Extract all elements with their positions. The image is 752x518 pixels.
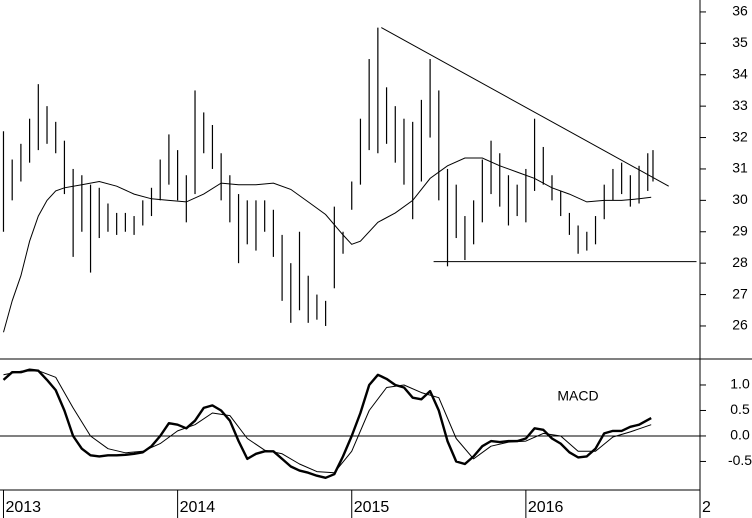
macd-line: [3, 370, 652, 474]
y-tick-label: 0.0: [730, 427, 750, 443]
y-tick-label: 29: [732, 222, 748, 238]
macd-label: MACD: [557, 388, 598, 404]
x-tick-label: 2014: [180, 499, 216, 516]
y-tick-label: 36: [732, 3, 748, 19]
y-tick-label: 33: [732, 97, 748, 113]
y-tick-label: 27: [732, 285, 748, 301]
y-tick-label: 35: [732, 34, 748, 50]
y-tick-label: 0.5: [730, 401, 750, 417]
x-tick-label: 2013: [5, 499, 41, 516]
y-tick-label: 34: [732, 65, 748, 81]
x-tick-label: 2015: [354, 499, 390, 516]
y-tick-label: 32: [732, 128, 748, 144]
x-tick-label: 2: [702, 499, 711, 516]
moving-average: [3, 157, 652, 333]
y-tick-label: 1.0: [730, 376, 750, 392]
x-tick-label: 2016: [528, 499, 564, 516]
trendline: [381, 27, 669, 187]
macd-line: [2, 368, 652, 479]
y-tick-label: 31: [732, 160, 748, 176]
y-tick-label: 26: [732, 317, 748, 333]
y-tick-label: 28: [732, 254, 748, 270]
y-tick-label: -0.5: [728, 452, 752, 468]
y-tick-label: 30: [732, 191, 748, 207]
